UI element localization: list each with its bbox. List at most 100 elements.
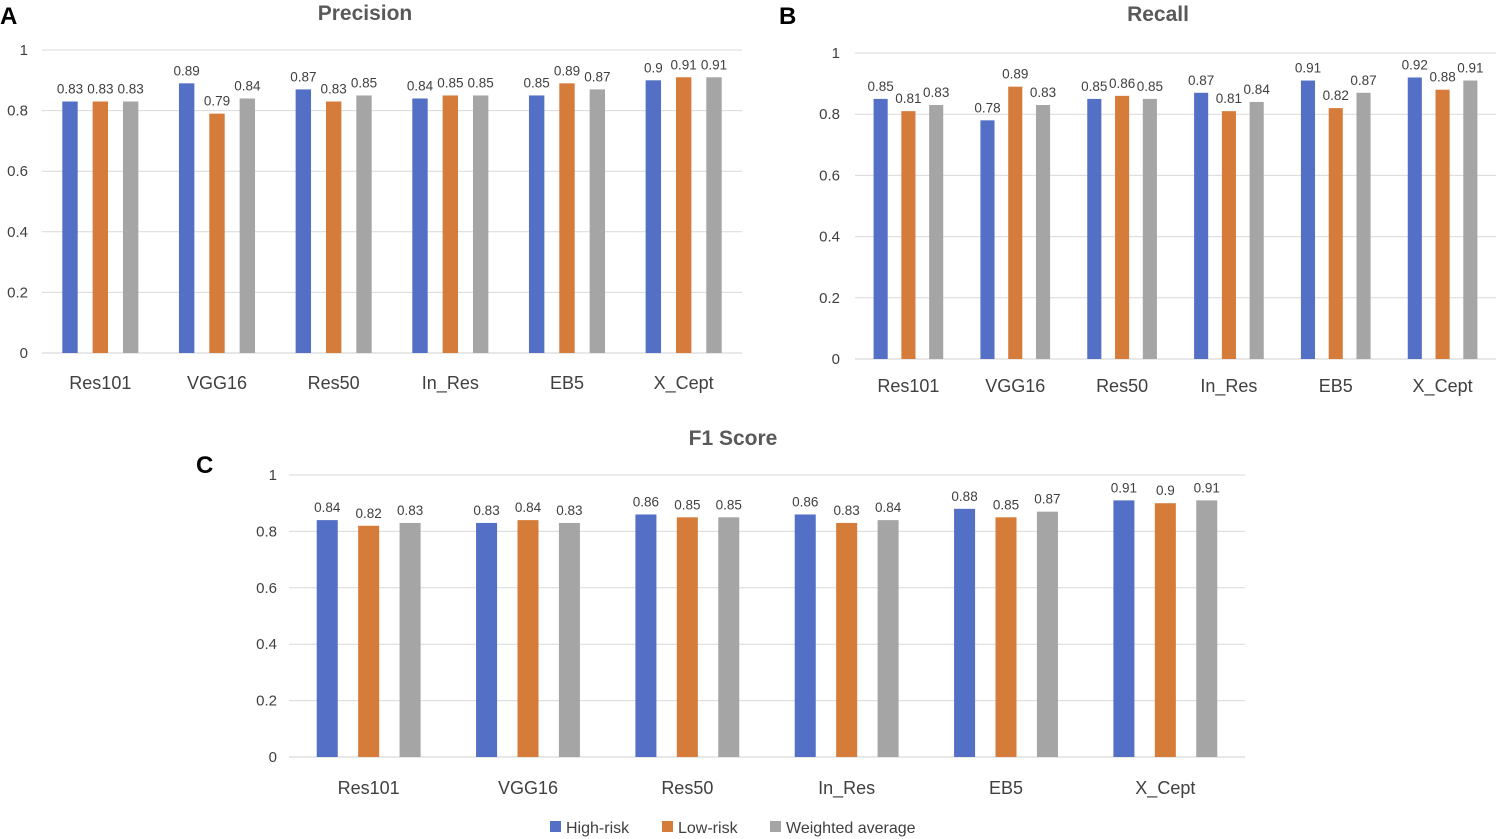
bar-f1-weighted-average xyxy=(1036,511,1058,757)
x-category-label: In_Res xyxy=(1200,376,1257,397)
panel-letter: A xyxy=(0,3,17,30)
data-label: 0.83 xyxy=(321,82,347,97)
bar-f1-high-risk xyxy=(635,514,657,757)
y-tick-label: 1 xyxy=(269,467,277,484)
bar-precision-weighted-average xyxy=(706,77,722,354)
bar-precision-weighted-average xyxy=(356,95,372,353)
bar-f1-low-risk xyxy=(358,525,380,757)
y-tick-label: 0 xyxy=(832,351,840,368)
data-label: 0.84 xyxy=(234,78,261,93)
y-tick-label: 0.4 xyxy=(256,636,277,653)
y-tick-label: 0.2 xyxy=(256,693,277,710)
bar-recall-weighted-average xyxy=(1035,105,1051,360)
data-label: 0.85 xyxy=(867,79,893,94)
data-label: 0.91 xyxy=(671,57,697,72)
bar-recall-weighted-average xyxy=(1356,92,1371,359)
data-label: 0.83 xyxy=(87,82,113,97)
data-label: 0.91 xyxy=(1295,61,1321,76)
data-label: 0.83 xyxy=(397,503,423,518)
data-label: 0.91 xyxy=(1111,480,1137,495)
x-category-label: EB5 xyxy=(550,373,584,393)
data-label: 0.83 xyxy=(834,503,860,518)
y-tick-label: 0.6 xyxy=(7,163,28,180)
legend-swatch-low-risk xyxy=(662,821,673,832)
bar-recall-weighted-average xyxy=(1142,98,1157,360)
precision-chart: A Precision 0 0.2 0.4 0.6 0.8 1 Res101 0.83 0.83 0.… xyxy=(0,2,742,394)
data-label: 0.87 xyxy=(584,69,610,84)
data-label: 0.78 xyxy=(974,100,1000,115)
bar-precision-high-risk xyxy=(412,98,428,353)
y-tick-label: 1 xyxy=(832,45,840,62)
x-category-label: Res101 xyxy=(877,376,939,396)
bar-f1-low-risk xyxy=(836,522,858,757)
bar-f1-weighted-average xyxy=(718,517,740,757)
legend-swatch-high-risk xyxy=(550,821,561,832)
data-label: 0.88 xyxy=(951,489,977,504)
data-label: 0.85 xyxy=(993,497,1019,512)
bar-precision-low-risk xyxy=(442,95,459,353)
bar-precision-high-risk xyxy=(62,101,78,353)
bar-f1-low-risk xyxy=(995,517,1017,757)
y-tick-label: 0.2 xyxy=(819,290,840,307)
data-label: 0.89 xyxy=(1002,67,1028,82)
panel-letter: C xyxy=(196,452,213,479)
data-label: 0.82 xyxy=(356,506,382,521)
x-category-label: Res50 xyxy=(308,373,360,393)
bar-recall-low-risk xyxy=(1435,89,1450,359)
data-label: 0.86 xyxy=(1109,76,1135,91)
bar-precision-low-risk xyxy=(559,83,575,353)
bar-recall-high-risk xyxy=(1407,77,1422,359)
y-tick-label: 0 xyxy=(269,749,277,766)
x-category-label: X_Cept xyxy=(1413,376,1473,397)
data-label: 0.81 xyxy=(1216,91,1242,106)
data-label: 0.81 xyxy=(895,91,921,106)
data-label: 0.79 xyxy=(204,94,230,109)
data-label: 0.85 xyxy=(524,75,550,90)
data-label: 0.84 xyxy=(875,500,902,515)
bar-recall-weighted-average xyxy=(1463,80,1478,359)
data-label: 0.92 xyxy=(1402,57,1428,72)
x-category-label: In_Res xyxy=(422,373,479,394)
bar-precision-high-risk xyxy=(295,89,312,353)
bar-recall-high-risk xyxy=(1300,80,1316,359)
bar-recall-low-risk xyxy=(1008,86,1023,359)
data-label: 0.85 xyxy=(716,497,742,512)
x-category-label: VGG16 xyxy=(985,376,1045,396)
data-label: 0.85 xyxy=(1081,79,1107,94)
bar-precision-low-risk xyxy=(92,101,109,353)
chart-title: F1 Score xyxy=(689,427,778,450)
bar-f1-weighted-average xyxy=(558,522,580,757)
bar-f1-low-risk xyxy=(676,517,698,757)
y-tick-label: 0.8 xyxy=(7,103,28,120)
bar-precision-high-risk xyxy=(178,83,195,353)
bar-recall-high-risk xyxy=(1087,98,1102,360)
x-category-label: Res50 xyxy=(661,778,713,798)
panel-letter: B xyxy=(779,3,796,30)
data-label: 0.83 xyxy=(473,503,499,518)
bar-recall-low-risk xyxy=(1328,108,1343,359)
y-tick-label: 0.4 xyxy=(7,224,28,241)
legend: High-risk Low-risk Weighted average xyxy=(550,820,916,837)
y-tick-label: 0.2 xyxy=(7,284,28,301)
x-category-label: VGG16 xyxy=(187,373,247,393)
data-label: 0.9 xyxy=(644,60,663,75)
bar-recall-high-risk xyxy=(1194,92,1209,359)
data-label: 0.87 xyxy=(290,69,316,84)
data-label: 0.83 xyxy=(118,82,144,97)
data-label: 0.82 xyxy=(1323,88,1349,103)
legend-label: Weighted average xyxy=(786,820,916,837)
bar-f1-high-risk xyxy=(316,520,338,757)
y-tick-label: 1 xyxy=(20,42,28,59)
bar-precision-high-risk xyxy=(528,95,545,353)
x-category-label: In_Res xyxy=(818,778,875,799)
bar-precision-weighted-average xyxy=(122,101,139,353)
x-category-label: Res50 xyxy=(1096,376,1148,396)
y-tick-label: 0.6 xyxy=(256,580,277,597)
y-tick-label: 0.6 xyxy=(819,167,840,184)
data-label: 0.91 xyxy=(1194,480,1220,495)
y-tick-label: 0.4 xyxy=(819,229,840,246)
data-label: 0.86 xyxy=(792,494,818,509)
bar-recall-weighted-average xyxy=(929,105,944,360)
